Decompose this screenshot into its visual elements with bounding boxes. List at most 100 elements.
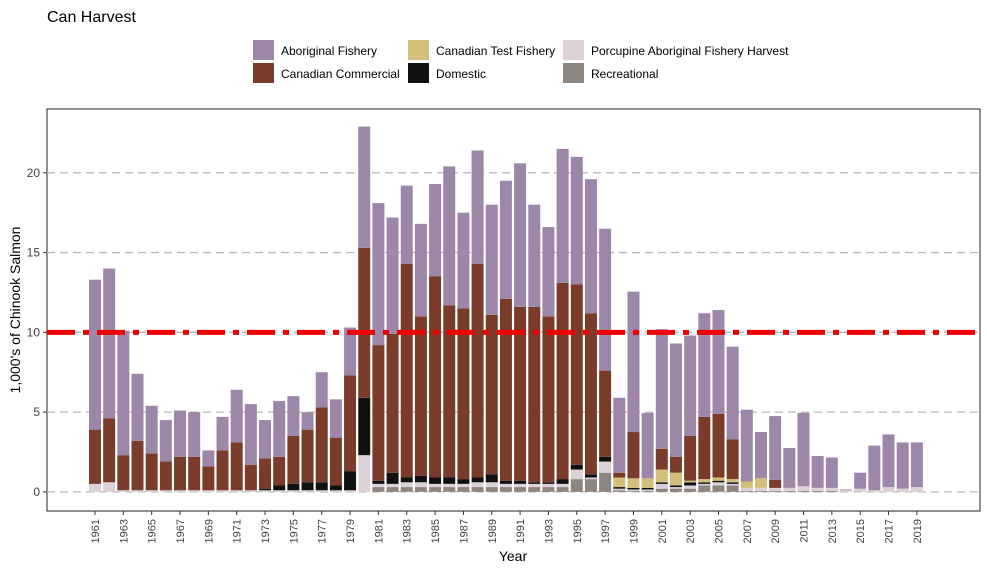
bar-recreational-1983 (400, 487, 413, 492)
bar-canadian-commercial-1978 (329, 437, 342, 486)
bar-aboriginal-fishery-1974 (273, 400, 286, 457)
bar-canadian-commercial-1986 (443, 305, 456, 478)
bar-aboriginal-fishery-1970 (216, 416, 229, 451)
bar-domestic-1978 (329, 485, 342, 491)
x-tick-label: 2001 (657, 519, 669, 543)
bar-canadian-commercial-1999 (627, 432, 640, 479)
bar-porcupine-aboriginal-fishery-harvest-1968 (188, 490, 201, 492)
bar-aboriginal-fishery-2004 (698, 313, 711, 417)
bar-domestic-2005 (712, 480, 725, 483)
bar-canadian-test-fishery-2007 (740, 481, 753, 488)
bar-aboriginal-fishery-2014 (840, 489, 853, 491)
bar-canadian-commercial-1998 (613, 472, 626, 478)
bar-porcupine-aboriginal-fishery-harvest-1979 (344, 490, 357, 492)
bar-recreational-1995 (570, 479, 583, 492)
bar-recreational-2012 (811, 491, 824, 492)
bar-canadian-commercial-1968 (188, 456, 201, 491)
bar-aboriginal-fishery-1986 (443, 166, 456, 306)
bar-recreational-2009 (769, 491, 782, 492)
bar-aboriginal-fishery-1963 (117, 330, 130, 456)
x-tick-label: 1991 (515, 519, 527, 543)
bar-porcupine-aboriginal-fishery-harvest-2013 (825, 487, 838, 492)
bar-canadian-commercial-2002 (669, 456, 682, 473)
bar-domestic-2004 (698, 482, 711, 484)
bar-domestic-2003 (684, 482, 697, 486)
x-tick-label: 1993 (543, 519, 555, 543)
legend-swatch-canadian-test-fishery (408, 40, 429, 60)
bar-porcupine-aboriginal-fishery-harvest-2014 (840, 490, 853, 492)
x-tick-label: 2005 (713, 519, 725, 543)
y-tick-label: 15 (27, 246, 41, 260)
bar-aboriginal-fishery-2003 (684, 335, 697, 437)
bar-domestic-1988 (471, 477, 484, 483)
bar-aboriginal-fishery-2007 (740, 409, 753, 482)
bar-recreational-1982 (386, 487, 399, 492)
bar-canadian-commercial-1965 (145, 453, 158, 491)
bar-canadian-commercial-1987 (457, 308, 470, 480)
bar-domestic-1989 (485, 474, 498, 483)
x-tick-label: 1975 (288, 519, 300, 543)
bar-recreational-2008 (754, 491, 767, 492)
bar-porcupine-aboriginal-fishery-harvest-1998 (613, 488, 626, 491)
bar-aboriginal-fishery-2008 (754, 432, 767, 479)
bar-porcupine-aboriginal-fishery-harvest-1986 (443, 483, 456, 488)
bar-porcupine-aboriginal-fishery-harvest-1964 (131, 490, 144, 492)
x-tick-label: 2003 (685, 519, 697, 543)
bar-domestic-1975 (287, 483, 300, 491)
bar-recreational-1985 (429, 487, 442, 492)
bar-domestic-1992 (528, 482, 541, 484)
bar-porcupine-aboriginal-fishery-harvest-2004 (698, 483, 711, 486)
bar-canadian-commercial-1974 (273, 456, 286, 486)
bar-canadian-test-fishery-2005 (712, 477, 725, 481)
x-tick-label: 1989 (487, 519, 499, 543)
x-tick-label: 1961 (90, 519, 102, 543)
bar-canadian-test-fishery-1999 (627, 478, 640, 488)
bar-canadian-commercial-1981 (372, 345, 385, 481)
bar-aboriginal-fishery-2012 (811, 455, 824, 488)
bar-domestic-1984 (414, 475, 427, 483)
legend-label-canadian-commercial: Canadian Commercial (281, 67, 400, 81)
x-tick-label: 1963 (118, 519, 130, 543)
bar-canadian-commercial-1969 (202, 466, 215, 491)
bar-domestic-1980 (358, 397, 371, 456)
bar-canadian-commercial-1975 (287, 436, 300, 484)
bar-aboriginal-fishery-1998 (613, 397, 626, 473)
bar-porcupine-aboriginal-fishery-harvest-1971 (230, 490, 243, 492)
bar-aboriginal-fishery-2009 (769, 416, 782, 480)
bar-aboriginal-fishery-1992 (528, 204, 541, 307)
bar-porcupine-aboriginal-fishery-harvest-2015 (854, 488, 867, 492)
bar-porcupine-aboriginal-fishery-harvest-1973 (259, 490, 272, 492)
bar-aboriginal-fishery-1989 (485, 204, 498, 315)
bar-recreational-1986 (443, 487, 456, 492)
bar-canadian-test-fishery-2000 (641, 478, 654, 488)
x-tick-label: 1987 (458, 519, 470, 543)
bar-aboriginal-fishery-1961 (89, 279, 101, 430)
bar-aboriginal-fishery-2016 (868, 445, 881, 491)
bar-aboriginal-fishery-1981 (372, 203, 385, 346)
bar-canadian-commercial-1973 (259, 458, 272, 489)
bar-aboriginal-fishery-2001 (655, 329, 668, 449)
bar-aboriginal-fishery-1968 (188, 412, 201, 457)
bar-recreational-2003 (684, 488, 697, 492)
bar-canadian-commercial-1972 (244, 464, 257, 491)
bar-domestic-2002 (669, 485, 682, 488)
bar-canadian-test-fishery-2004 (698, 479, 711, 483)
bar-canadian-commercial-1971 (230, 442, 243, 491)
bar-domestic-2000 (641, 487, 654, 490)
legend-swatch-aboriginal-fishery (253, 40, 274, 60)
bar-canadian-commercial-1964 (131, 440, 144, 491)
bar-aboriginal-fishery-1980 (358, 126, 371, 248)
bar-porcupine-aboriginal-fishery-harvest-1972 (244, 490, 257, 492)
bar-canadian-commercial-2005 (712, 413, 725, 478)
bar-recreational-2004 (698, 485, 711, 492)
bar-canadian-commercial-1993 (542, 316, 555, 483)
bar-recreational-2011 (797, 491, 810, 492)
bar-porcupine-aboriginal-fishery-harvest-1997 (599, 461, 612, 473)
bar-canadian-commercial-2001 (655, 448, 668, 470)
bar-recreational-1992 (528, 487, 541, 492)
bar-aboriginal-fishery-1995 (570, 156, 583, 285)
y-axis: 0 5 10 15 20 (27, 166, 47, 499)
x-axis-label: Year (499, 548, 528, 564)
legend-swatch-domestic (408, 63, 429, 83)
